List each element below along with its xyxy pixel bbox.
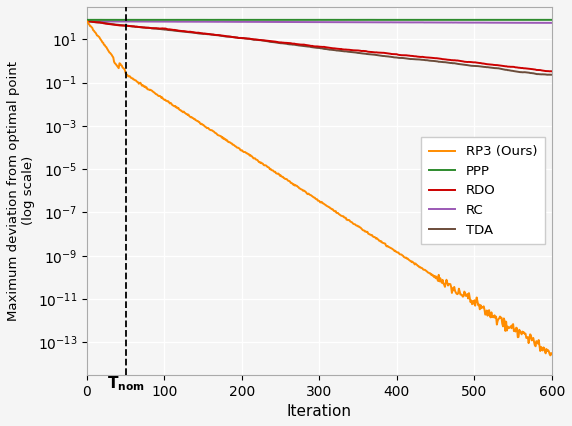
Y-axis label: Maximum deviation from optimal point
(log scale): Maximum deviation from optimal point (lo… xyxy=(7,61,35,321)
RP3 (Ours) xyxy=(454,292,461,297)
RP3 (Ours) xyxy=(549,351,555,357)
RDO xyxy=(170,27,177,32)
RP3 (Ours) xyxy=(84,19,90,24)
PPP xyxy=(387,17,394,23)
RDO xyxy=(237,35,244,40)
Line: RC: RC xyxy=(87,21,552,23)
PPP xyxy=(84,17,90,23)
RDO xyxy=(534,67,541,72)
Text: $\mathbf{T_{nom}}$: $\mathbf{T_{nom}}$ xyxy=(107,375,145,394)
RDO xyxy=(84,18,90,23)
TDA xyxy=(518,69,525,75)
TDA xyxy=(549,72,555,77)
RC xyxy=(238,19,245,24)
PPP xyxy=(113,17,120,23)
RDO xyxy=(518,66,525,71)
RC xyxy=(455,20,462,25)
TDA xyxy=(113,22,120,27)
RC xyxy=(543,20,550,26)
RDO xyxy=(549,69,555,74)
RC xyxy=(518,20,525,25)
PPP xyxy=(519,17,526,23)
TDA xyxy=(84,19,90,24)
PPP xyxy=(237,17,244,23)
PPP xyxy=(535,17,542,23)
PPP xyxy=(455,17,462,23)
PPP xyxy=(170,17,177,23)
TDA xyxy=(170,28,177,33)
RP3 (Ours) xyxy=(170,103,177,108)
Legend: RP3 (Ours), PPP, RDO, RC, TDA: RP3 (Ours), PPP, RDO, RC, TDA xyxy=(421,137,545,245)
Line: RDO: RDO xyxy=(87,21,552,71)
X-axis label: Iteration: Iteration xyxy=(287,404,352,419)
TDA xyxy=(534,72,541,77)
RP3 (Ours) xyxy=(534,340,541,345)
RC xyxy=(86,19,93,24)
RDO xyxy=(113,23,120,28)
PPP xyxy=(549,17,555,23)
Line: TDA: TDA xyxy=(87,21,552,75)
Line: RP3 (Ours): RP3 (Ours) xyxy=(87,21,552,355)
TDA xyxy=(237,35,244,40)
RP3 (Ours) xyxy=(518,330,525,335)
RC xyxy=(114,19,121,24)
RP3 (Ours) xyxy=(113,62,120,67)
TDA xyxy=(454,61,461,66)
RC xyxy=(171,19,178,24)
RDO xyxy=(454,58,461,63)
RP3 (Ours) xyxy=(547,353,554,358)
RC xyxy=(534,20,541,26)
PPP xyxy=(487,17,494,23)
RC xyxy=(84,19,90,24)
RC xyxy=(549,20,555,26)
RP3 (Ours) xyxy=(237,147,244,153)
